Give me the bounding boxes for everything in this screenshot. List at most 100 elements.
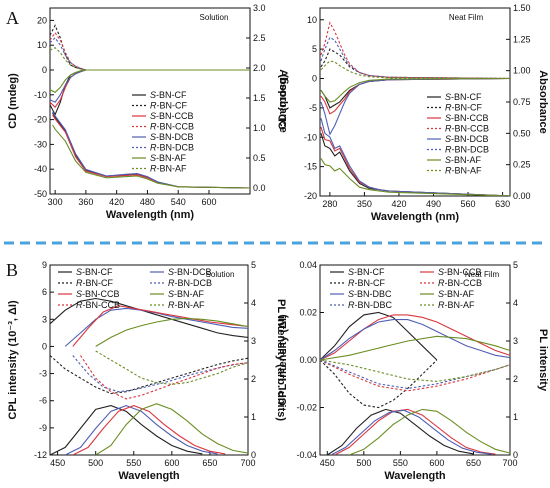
legend: S-BN-CF S-BN-CCB R-BN-CF R-BN-CCB S-BN-DBC S-… [330, 267, 482, 310]
series-line-abs [72, 405, 226, 455]
legend-entry: S-BN-AF [150, 153, 187, 163]
y-left-tick-label: -15 [304, 162, 317, 172]
series-line-cd [320, 48, 510, 80]
legend: S-BN-CFR-BN-CFS-BN-CCBR-BN-CCBS-BN-DCBR-… [132, 90, 194, 174]
y-right-tick-label: 0.25 [513, 160, 531, 170]
y-right-tick-label: 1.00 [513, 66, 531, 76]
y-right-tick-label: 0.50 [513, 128, 531, 138]
y-left-tick-label: 3 [42, 314, 47, 324]
legend-entry: S-BN-CCB [438, 267, 482, 277]
y-left-tick-label: -20 [304, 191, 317, 201]
y-left-tick-label: 20 [37, 15, 47, 25]
y-left-tick-label: -10 [304, 132, 317, 142]
y-right-axis-label: PL intensity (arb. units) [275, 299, 287, 421]
y-right-tick-label: 0.00 [513, 191, 531, 201]
legend-entry: S-BN-CCB [445, 113, 489, 123]
y-right-tick-label: 1.50 [513, 3, 531, 13]
y-right-tick-label: 1 [251, 412, 256, 422]
series-line-cd [50, 24, 250, 71]
y-left-axis-label: CPL intensity (ΔI) [277, 314, 289, 406]
legend-entry: S-BN-AF [445, 155, 482, 165]
y-left-tick-label: 6 [42, 287, 47, 297]
series-line-cd [320, 311, 438, 361]
y-left-tick-label: 10 [307, 15, 317, 25]
legend-entry: S-BN-DCB [445, 134, 489, 144]
plot-frame [49, 7, 251, 195]
x-tick-label: 700 [240, 458, 255, 468]
y-left-tick-label: -50 [34, 189, 47, 199]
series-line-cd [64, 307, 248, 347]
series-line-cd [95, 317, 248, 347]
legend-entry: S-BN-DCB [168, 267, 212, 277]
series-line-cd [320, 77, 510, 103]
x-tick-label: 490 [426, 199, 441, 209]
legend-entry: R-BN-AF [168, 300, 205, 310]
series-line-cd [50, 36, 250, 71]
x-tick-label: 550 [393, 458, 408, 468]
series-line-cd [320, 359, 510, 382]
y-right-tick-label: 3.0 [253, 3, 266, 13]
series-line-abs [52, 124, 250, 189]
chart-B-film: 450 500 550 600 650 7000.040.020.00-0.02-0.04… [277, 260, 549, 482]
legend-entry: S-BN-DBC [348, 289, 392, 299]
y-left-tick-label: -3 [39, 369, 47, 379]
legend-entry: R-BN-DCB [445, 145, 489, 155]
y-right-tick-label: 2.5 [253, 33, 266, 43]
y-left-tick-label: 9 [42, 260, 47, 270]
y-right-tick-label: 3 [251, 336, 256, 346]
x-tick-label: 600 [164, 458, 179, 468]
x-tick-label: 480 [140, 197, 155, 207]
y-right-tick-label: 5 [513, 260, 518, 270]
chart-B-solution: 450 500 550 600 650 700 9 6 3 0 -3 -6 -9 -12 5 4 3 2 1 0 Wav… [7, 260, 287, 482]
chart-A-film: 280 350 420 490 560 630 10 5 0 -5 -10 -15 -20 1.50 1.2… [277, 3, 549, 223]
legend-entry: R-BN-CF [76, 278, 113, 288]
series-line-abs [64, 405, 218, 455]
series-line-abs [320, 118, 510, 196]
y-left-tick-label: 0 [42, 341, 47, 351]
y-left-tick-label: -6 [39, 396, 47, 406]
legend-entry: S-BN-DCB [150, 132, 194, 142]
y-left-tick-label: 0.02 [299, 308, 317, 318]
legend-entry: S-BN-CF [348, 267, 385, 277]
x-tick-label: 450 [50, 458, 65, 468]
x-tick-label: 420 [109, 197, 124, 207]
y-right-axis-label: PL intensity [537, 329, 549, 392]
legend: S-BN-CFR-BN-CFS-BN-CCBR-BN-CCBS-BN-DCBR-… [427, 92, 489, 176]
y-right-tick-label: 1.25 [513, 34, 531, 44]
y-right-tick-label: 2.0 [253, 63, 266, 73]
y-left-tick-label: -0.04 [296, 450, 317, 460]
y-left-tick-label: -30 [34, 139, 47, 149]
panel-annotation: Neat Film [465, 270, 500, 279]
series-line-cd [320, 319, 510, 361]
y-right-tick-label: 1.0 [253, 123, 266, 133]
x-tick-label: 560 [461, 199, 476, 209]
series-line-abs [320, 158, 510, 196]
series-line-cd [72, 355, 248, 393]
series-line-abs [334, 408, 496, 455]
x-tick-label: 550 [126, 458, 141, 468]
x-axis-label: Wavelength [384, 470, 446, 482]
x-tick-label: 630 [495, 199, 510, 209]
y-right-tick-label: 4 [251, 298, 256, 308]
legend-entry: S-BN-CCB [76, 289, 120, 299]
series-line-abs [348, 408, 510, 455]
y-left-tick-label: 0.04 [299, 260, 317, 270]
plot-frame [49, 264, 249, 456]
legend-entry: R-BN-CF [348, 278, 385, 288]
legend-entry: R-BN-CCB [76, 300, 120, 310]
y-right-tick-label: 4 [513, 298, 518, 308]
series-line-abs [95, 403, 248, 455]
y-left-tick-label: -20 [34, 115, 47, 125]
series-line-cd [50, 47, 250, 71]
y-right-tick-label: 3 [513, 336, 518, 346]
series-line-cd [320, 36, 510, 80]
legend-entry: R-BN-CCB [438, 278, 482, 288]
series-group [50, 297, 248, 455]
y-left-axis-label: CPL intensity (10⁻³, ΔI) [7, 300, 19, 420]
legend-entry: R-BN-DCB [150, 143, 194, 153]
panel-label-a: A [6, 8, 19, 28]
series-line-cd [72, 305, 248, 347]
panel-annotation: Neat Film [449, 13, 484, 22]
x-tick-label: 700 [502, 458, 517, 468]
legend-entry: S-BN-AF [438, 289, 475, 299]
